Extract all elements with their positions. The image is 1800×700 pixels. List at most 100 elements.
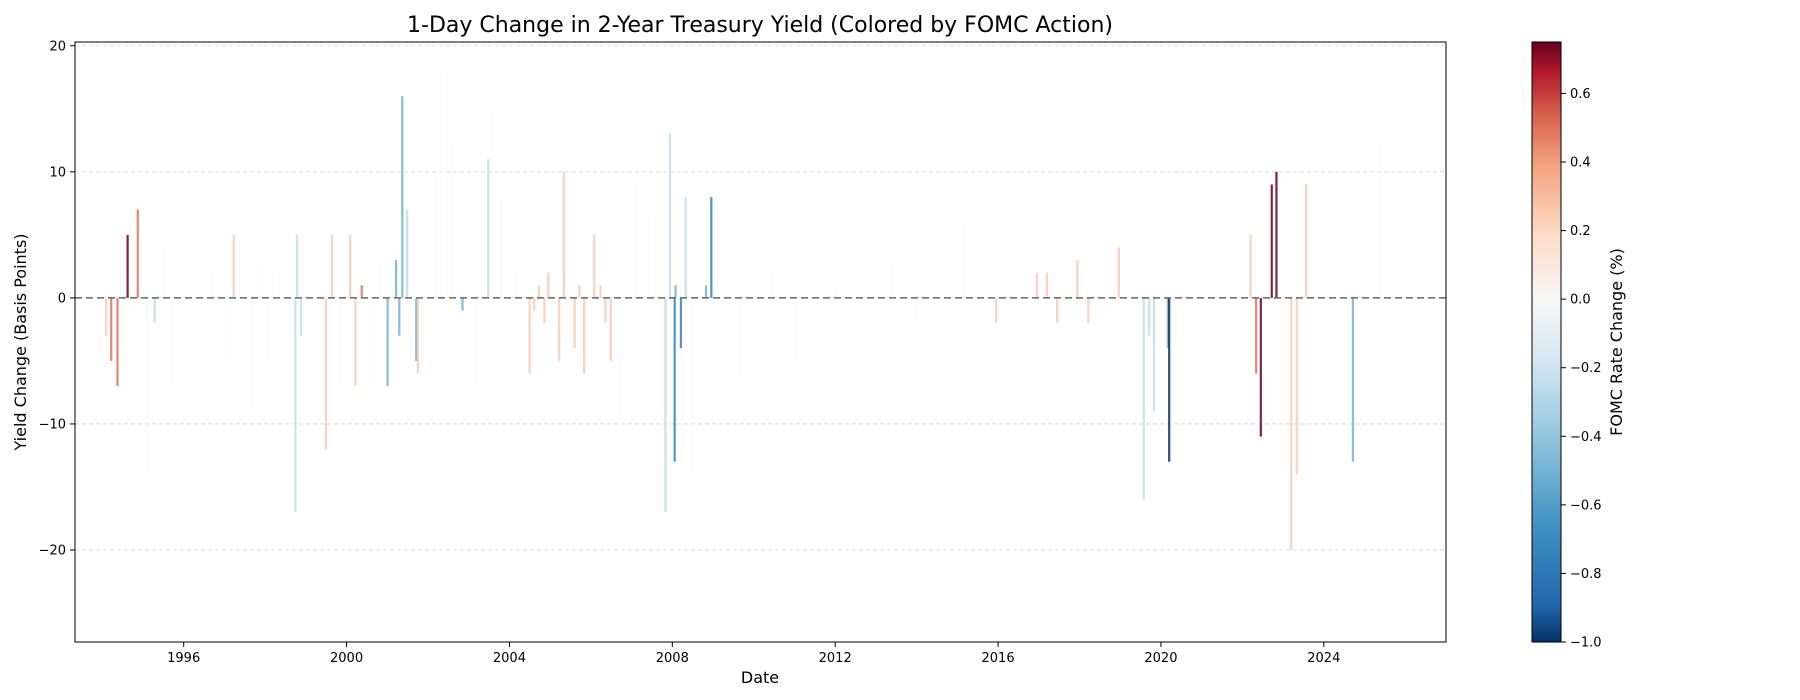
bar [416, 297, 420, 374]
bar [533, 297, 536, 311]
bar [1117, 247, 1120, 298]
bar [769, 272, 772, 298]
bar [1295, 297, 1298, 475]
bar [1304, 184, 1308, 298]
bar [702, 297, 705, 614]
bar [1142, 297, 1145, 500]
bar [599, 285, 602, 298]
colorbar-tick-label: −0.2 [1570, 361, 1602, 376]
x-tick-label: 2000 [330, 651, 363, 666]
bar [1166, 297, 1169, 349]
bar [515, 272, 518, 298]
y-tick-label: 20 [49, 39, 66, 54]
colorbar-tick-label: 0.4 [1570, 156, 1591, 171]
bar [543, 297, 546, 324]
bar [265, 297, 268, 361]
bar [474, 297, 477, 387]
bar [176, 297, 179, 336]
bar [232, 234, 235, 298]
bar [406, 209, 409, 298]
grid-layer [75, 45, 1446, 551]
bar [287, 297, 290, 336]
colorbar-label: FOMC Rate Change (%) [1607, 248, 1626, 436]
bar [704, 285, 708, 298]
bar [189, 184, 192, 298]
bar [620, 297, 623, 424]
bar [279, 247, 282, 298]
bar [1275, 171, 1278, 298]
bar [962, 222, 966, 298]
bar [1290, 297, 1293, 550]
bar [324, 297, 328, 450]
x-tick-label: 2008 [656, 651, 689, 666]
bar [110, 297, 113, 361]
bar [547, 272, 550, 298]
bar [379, 260, 382, 298]
bar [528, 297, 531, 374]
bar [1351, 297, 1355, 462]
colorbar-tick-label: 0.6 [1570, 87, 1591, 102]
bar [270, 272, 273, 298]
bar [840, 234, 843, 298]
bar [1035, 272, 1038, 298]
bar [915, 297, 918, 324]
bar [725, 297, 728, 387]
bar [558, 297, 561, 361]
bar [360, 285, 363, 298]
bar [398, 297, 401, 336]
bar [296, 234, 299, 298]
x-tick-label: 2024 [1307, 651, 1340, 666]
bar [250, 297, 253, 412]
bar [461, 297, 464, 311]
bar [450, 146, 453, 298]
bar [739, 297, 742, 374]
bar [537, 285, 540, 298]
bar [440, 70, 443, 298]
colorbar-tick-label: 0.0 [1570, 293, 1591, 308]
bar [578, 285, 581, 298]
bar [145, 297, 148, 475]
colorbar-tick-label: 0.2 [1570, 224, 1591, 239]
colorbar-tick-label: −0.4 [1570, 430, 1602, 445]
bar [593, 234, 596, 298]
y-tick-label: 10 [49, 165, 66, 180]
x-axis-label: Date [741, 668, 779, 687]
bar [126, 234, 129, 298]
bar [349, 234, 352, 298]
bar [372, 297, 375, 387]
y-axis-ticks: −20 −10 0 10 20 [39, 39, 75, 558]
x-tick-label: 2020 [1144, 651, 1177, 666]
colorbar-tick-label: −1.0 [1570, 636, 1602, 651]
x-tick-label: 2004 [493, 651, 526, 666]
bar [257, 260, 260, 298]
bar [105, 297, 108, 336]
bar [304, 121, 307, 298]
colorbar-tick-label: −0.8 [1570, 567, 1602, 582]
bar [1076, 260, 1079, 298]
bar [1148, 297, 1151, 336]
bar [162, 247, 165, 298]
bar [679, 297, 683, 349]
bar [691, 297, 694, 475]
bar [1380, 146, 1383, 298]
bars-layer [105, 70, 1383, 614]
bar [793, 297, 796, 361]
bar [995, 297, 998, 324]
bar [583, 297, 586, 374]
colorbar-tick-label: −0.6 [1570, 498, 1602, 513]
x-tick-label: 2016 [982, 651, 1015, 666]
y-tick-label: −10 [39, 417, 66, 432]
bar [573, 297, 576, 349]
chart-title: 1-Day Change in 2-Year Treasury Yield (C… [407, 13, 1113, 38]
bar [1259, 297, 1262, 437]
bar [491, 108, 494, 298]
bar [487, 159, 490, 298]
bar [330, 234, 334, 298]
bar [340, 297, 343, 387]
bar [153, 297, 156, 324]
bar [433, 171, 436, 298]
x-axis-ticks: 1996 2000 2004 2008 2012 2016 2020 2024 [167, 642, 1340, 666]
bar [1270, 184, 1273, 298]
bar [674, 285, 677, 298]
